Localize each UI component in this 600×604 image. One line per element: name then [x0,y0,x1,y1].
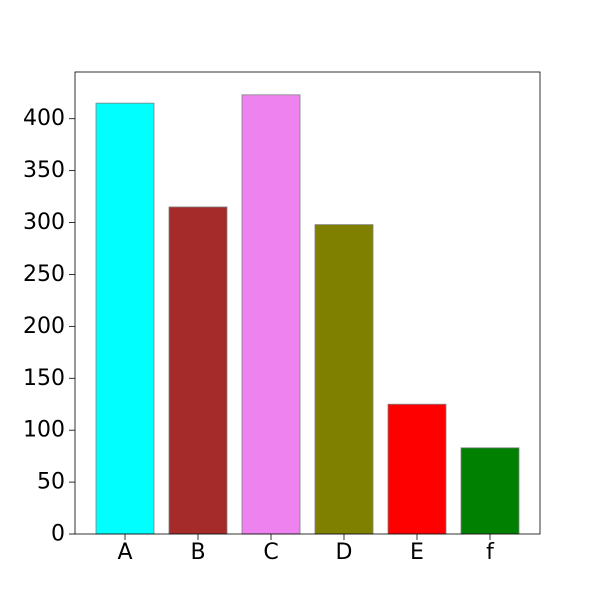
y-tick-label: 200 [23,314,65,339]
y-tick-label: 150 [23,366,65,391]
x-tick-label: A [117,540,132,565]
bar-D [314,224,374,535]
bar-C [241,94,301,535]
x-tick-label: E [410,540,424,565]
y-tick-label: 400 [23,106,65,131]
y-tick-label: 300 [23,210,65,235]
plot-frame [74,71,541,535]
bar-A [95,102,155,535]
y-tick-label: 250 [23,262,65,287]
x-tick-label: D [336,540,353,565]
bars-layer [95,94,520,535]
y-tick-label: 100 [23,418,65,443]
x-tick-label: C [263,540,278,565]
x-tick-label: B [190,540,205,565]
y-tick-label: 0 [51,522,65,547]
bar-f [460,447,520,535]
bar-B [168,206,228,535]
y-tick-label: 350 [23,158,65,183]
y-axis: 0 50 100 150 200 250 300 350 400 [23,106,75,547]
bar-E [387,403,447,535]
x-tick-label: f [486,540,495,565]
y-tick-label: 50 [37,470,65,495]
